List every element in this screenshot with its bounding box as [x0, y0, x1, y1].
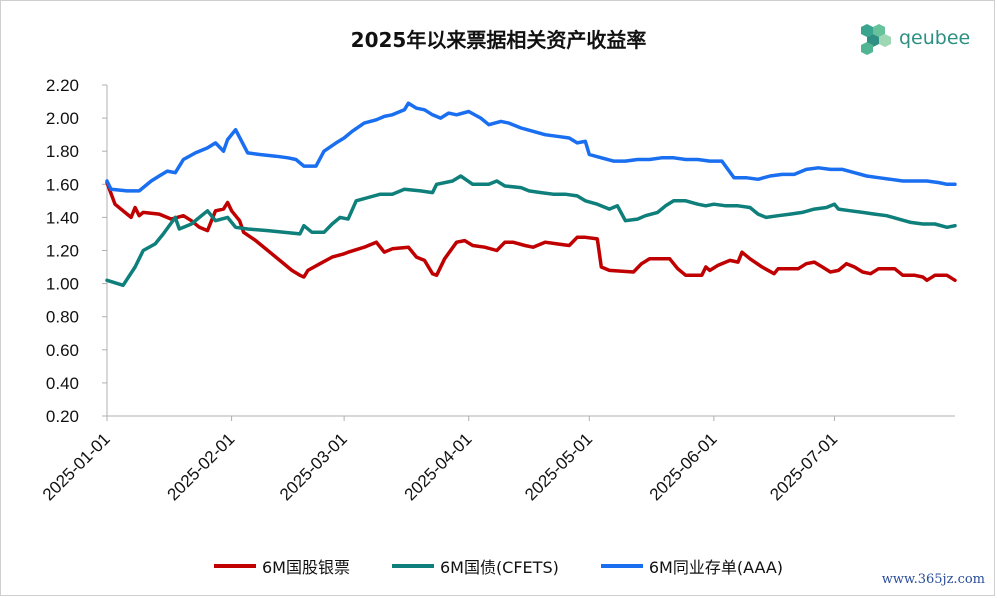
y-tick-label: 0.60	[46, 341, 79, 360]
y-tick-label: 1.20	[46, 242, 79, 261]
y-tick-label: 2.00	[46, 109, 79, 128]
y-tick-label: 0.40	[46, 374, 79, 393]
watermark: www.365jz.com	[881, 572, 985, 587]
x-tick-label: 2025-07-01	[766, 429, 841, 504]
cube-cluster-icon	[861, 24, 891, 55]
y-tick-label: 1.40	[46, 208, 79, 227]
legend-label: 6M国债(CFETS)	[439, 558, 559, 577]
x-tick-label: 2025-04-01	[401, 429, 476, 504]
x-tick-label: 2025-06-01	[646, 429, 721, 504]
legend-item-3: 6M同业存单(AAA)	[600, 554, 784, 578]
x-tick-label: 2025-01-01	[39, 429, 114, 504]
legend-item-2: 6M国债(CFETS)	[391, 554, 559, 578]
x-tick-label: 2025-03-01	[276, 429, 351, 504]
legend-swatch	[391, 564, 434, 568]
y-tick-label: 0.80	[46, 308, 79, 327]
legend-swatch	[600, 564, 643, 568]
y-tick-label: 0.20	[46, 407, 79, 426]
y-tick-label: 1.60	[46, 175, 79, 194]
legend-item-1: 6M国股银票	[213, 554, 350, 578]
legend-label: 6M国股银票	[261, 558, 350, 577]
series-line-1	[105, 180, 957, 283]
x-tick-label: 2025-05-01	[521, 429, 596, 504]
y-tick-label: 1.00	[46, 275, 79, 294]
legend-swatch	[213, 564, 256, 568]
chart-title: 2025年以来票据相关资产收益率	[350, 28, 647, 52]
series-line-3	[105, 101, 957, 193]
brand-name: qeubee	[899, 27, 971, 49]
series-line-2	[105, 174, 957, 288]
legend-label: 6M同业存单(AAA)	[648, 558, 784, 577]
brand-logo: qeubee	[857, 20, 970, 56]
chart-legend: 6M国股银票 6M国债(CFETS) 6M同业存单(AAA)	[0, 554, 997, 578]
y-tick-label: 2.20	[46, 76, 79, 95]
x-tick-label: 2025-02-01	[163, 429, 238, 504]
y-tick-label: 1.80	[46, 142, 79, 161]
